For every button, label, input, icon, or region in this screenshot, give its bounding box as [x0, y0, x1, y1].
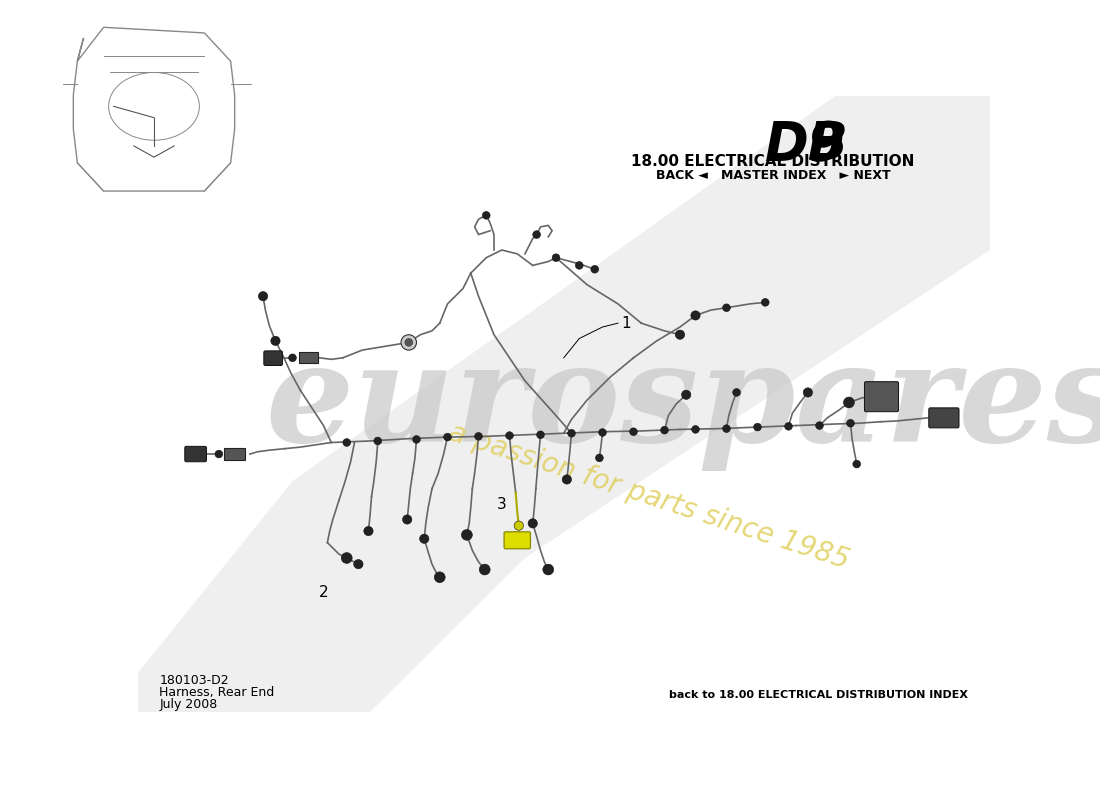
Circle shape — [761, 298, 769, 306]
Circle shape — [343, 438, 351, 446]
Circle shape — [784, 422, 792, 430]
Text: DB: DB — [766, 119, 849, 171]
Circle shape — [691, 311, 701, 320]
Circle shape — [723, 425, 730, 433]
Circle shape — [847, 419, 855, 427]
Circle shape — [595, 454, 603, 462]
Circle shape — [803, 388, 813, 397]
Circle shape — [542, 564, 553, 575]
Circle shape — [258, 291, 267, 301]
Polygon shape — [138, 96, 990, 712]
Text: 18.00 ELECTRICAL DISTRIBUTION: 18.00 ELECTRICAL DISTRIBUTION — [631, 154, 915, 169]
Circle shape — [412, 435, 420, 443]
Circle shape — [483, 211, 491, 219]
Circle shape — [629, 428, 637, 435]
FancyBboxPatch shape — [865, 382, 899, 412]
Text: July 2008: July 2008 — [160, 698, 218, 711]
Text: a passion for parts since 1985: a passion for parts since 1985 — [446, 418, 852, 574]
Circle shape — [852, 460, 860, 468]
Circle shape — [562, 475, 572, 484]
Circle shape — [214, 450, 222, 458]
Circle shape — [552, 254, 560, 262]
Circle shape — [374, 437, 382, 445]
Circle shape — [532, 230, 540, 238]
FancyBboxPatch shape — [504, 532, 530, 549]
Circle shape — [575, 262, 583, 270]
Circle shape — [692, 426, 700, 434]
FancyBboxPatch shape — [185, 446, 207, 462]
Circle shape — [354, 559, 363, 569]
Text: Harness, Rear End: Harness, Rear End — [160, 686, 275, 699]
Circle shape — [591, 266, 598, 273]
Circle shape — [402, 334, 417, 350]
Text: BACK ◄   MASTER INDEX   ► NEXT: BACK ◄ MASTER INDEX ► NEXT — [656, 169, 890, 182]
Circle shape — [480, 564, 491, 575]
Circle shape — [528, 518, 538, 528]
Circle shape — [598, 429, 606, 436]
Circle shape — [364, 526, 373, 536]
Circle shape — [661, 426, 669, 434]
Circle shape — [506, 432, 514, 439]
Text: 3: 3 — [497, 497, 507, 512]
Circle shape — [815, 422, 824, 430]
Text: back to 18.00 ELECTRICAL DISTRIBUTION INDEX: back to 18.00 ELECTRICAL DISTRIBUTION IN… — [669, 690, 968, 700]
Circle shape — [537, 431, 544, 438]
Circle shape — [405, 338, 412, 346]
Bar — [223, 448, 245, 460]
Circle shape — [403, 515, 411, 524]
Circle shape — [462, 530, 472, 540]
Text: 1: 1 — [620, 316, 630, 330]
Circle shape — [443, 434, 451, 441]
Circle shape — [844, 397, 855, 408]
FancyBboxPatch shape — [264, 351, 283, 366]
Bar — [299, 353, 318, 363]
Circle shape — [419, 534, 429, 543]
Circle shape — [682, 390, 691, 399]
Circle shape — [514, 521, 524, 530]
Text: 180103-D2: 180103-D2 — [160, 674, 229, 686]
Circle shape — [568, 430, 575, 437]
Circle shape — [288, 354, 296, 362]
Circle shape — [271, 336, 281, 346]
Circle shape — [754, 423, 761, 431]
FancyBboxPatch shape — [928, 408, 959, 428]
Text: eurospares: eurospares — [265, 337, 1100, 471]
Circle shape — [341, 553, 352, 563]
Text: 9: 9 — [807, 119, 845, 171]
Circle shape — [733, 389, 740, 396]
Circle shape — [434, 572, 446, 582]
Circle shape — [675, 330, 684, 339]
Circle shape — [723, 304, 730, 312]
Circle shape — [474, 433, 483, 440]
Text: 2: 2 — [319, 585, 328, 600]
